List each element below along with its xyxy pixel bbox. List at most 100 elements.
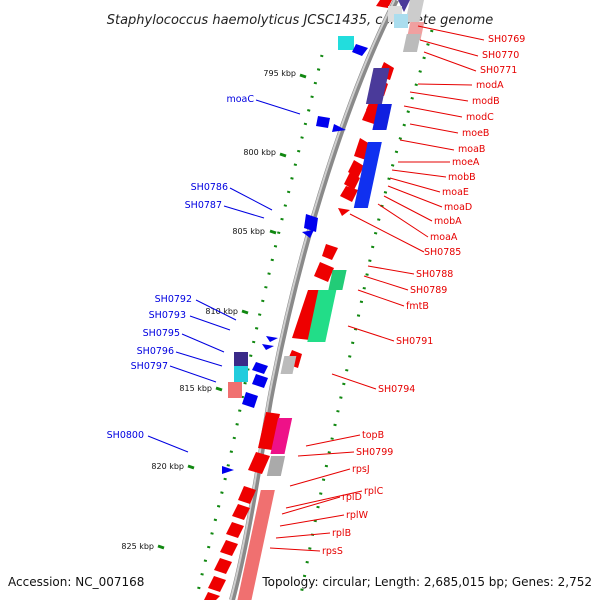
gene-label-sh0771: SH0771 bbox=[480, 65, 517, 76]
gene-label-sh0787: SH0787 bbox=[185, 200, 222, 211]
gene-arrow bbox=[266, 336, 278, 342]
tick-mark bbox=[279, 152, 287, 158]
gene-arrow bbox=[352, 44, 368, 56]
hit-block bbox=[353, 142, 382, 208]
gene-label-sh0785: SH0785 bbox=[424, 247, 461, 258]
gene-arrow bbox=[252, 374, 268, 388]
kbp-scale: 795 kbp 800 kbp 805 kbp 810 kbp 815 kbp … bbox=[121, 69, 307, 551]
gene-label-moea: moeA bbox=[452, 157, 480, 168]
gene-arrow bbox=[214, 558, 232, 574]
tick-label: 815 kbp bbox=[179, 384, 212, 393]
gene-label-sh0799: SH0799 bbox=[356, 447, 393, 458]
hit-block bbox=[266, 456, 286, 476]
gene-arrow bbox=[322, 244, 338, 260]
gene-arrow bbox=[338, 208, 350, 216]
tick-mark bbox=[187, 464, 195, 470]
tick-mark bbox=[241, 309, 249, 315]
hit-block bbox=[328, 270, 347, 290]
gene-label-rpld: rplD bbox=[342, 492, 362, 503]
gene-arrow bbox=[316, 116, 330, 128]
hit-block bbox=[234, 352, 248, 368]
gene-label-modb: modB bbox=[472, 96, 500, 107]
tick-mark bbox=[215, 386, 223, 392]
gene-label-sh0793: SH0793 bbox=[149, 310, 186, 321]
gene-label-moaa: moaA bbox=[430, 232, 458, 243]
gene-arrow bbox=[222, 466, 234, 474]
gene-arrow bbox=[238, 486, 256, 504]
gene-label-moac: moaC bbox=[226, 94, 254, 105]
tick-mark bbox=[157, 544, 165, 550]
reverse-blocks bbox=[228, 352, 248, 398]
gene-label-rplb: rplB bbox=[332, 528, 351, 539]
hit-block bbox=[365, 68, 390, 104]
gene-label-moeb: moeB bbox=[462, 128, 489, 139]
tick-mark bbox=[269, 229, 277, 235]
gene-label-modc: modC bbox=[466, 112, 494, 123]
gene-arrow bbox=[314, 262, 334, 282]
tick-label: 825 kbp bbox=[121, 542, 154, 551]
gene-label-rpss: rpsS bbox=[322, 546, 343, 557]
gene-arrow bbox=[248, 452, 270, 474]
gene-label-sh0794: SH0794 bbox=[378, 384, 415, 395]
gene-block bbox=[394, 14, 408, 28]
hit-block bbox=[228, 382, 242, 398]
hit-block bbox=[402, 34, 421, 52]
gene-label-moba: mobA bbox=[434, 216, 462, 227]
genome-backbone bbox=[229, 0, 399, 600]
gene-arrow bbox=[362, 106, 378, 124]
hit-block bbox=[237, 490, 275, 600]
gene-label-topb: topB bbox=[362, 430, 384, 441]
hit-block bbox=[270, 418, 293, 454]
gene-arrow bbox=[332, 124, 346, 132]
tick-mark bbox=[299, 73, 307, 79]
gene-label-sh0789: SH0789 bbox=[410, 285, 447, 296]
gene-arrow bbox=[252, 362, 268, 374]
hit-block bbox=[280, 356, 297, 374]
gene-arrow bbox=[398, 0, 410, 12]
gene-label-sh0800: SH0800 bbox=[107, 430, 144, 441]
gene-label-sh0786: SH0786 bbox=[191, 182, 228, 193]
gene-arrow bbox=[304, 214, 318, 232]
accession-text: Accession: NC_007168 bbox=[8, 575, 144, 589]
hit-block bbox=[307, 290, 337, 342]
left-gene-label-text: moaC SH0786 SH0787 SH0792 SH0793 SH0795 … bbox=[107, 94, 255, 441]
gene-arrow bbox=[208, 576, 226, 592]
right-gene-labels bbox=[269, 25, 485, 552]
gene-label-sh0796: SH0796 bbox=[137, 346, 174, 357]
gene-label-fmtb: fmtB bbox=[406, 301, 429, 312]
gene-label-mobb: mobB bbox=[448, 172, 476, 183]
gene-label-moda: modA bbox=[476, 80, 504, 91]
gene-label-sh0792: SH0792 bbox=[155, 294, 192, 305]
gene-label-moab: moaB bbox=[458, 144, 485, 155]
gene-arrow bbox=[258, 412, 280, 450]
gene-label-moad: moaD bbox=[444, 202, 472, 213]
tick-label: 800 kbp bbox=[243, 148, 276, 157]
gene-arrow bbox=[220, 540, 238, 556]
gene-arrow bbox=[204, 592, 220, 600]
gene-label-rplw: rplW bbox=[346, 510, 369, 521]
gene-arrow bbox=[302, 230, 314, 238]
reverse-strand-genes bbox=[222, 116, 346, 474]
gene-block bbox=[338, 36, 354, 50]
right-gene-label-text: SH0769 SH0770 SH0771 modA modB modC moeB… bbox=[322, 34, 525, 557]
gene-arrow bbox=[226, 522, 244, 538]
gene-label-rpsj: rpsJ bbox=[352, 464, 370, 475]
gene-label-sh0795: SH0795 bbox=[143, 328, 180, 339]
gene-label-sh0788: SH0788 bbox=[416, 269, 453, 280]
gene-label-moae: moaE bbox=[442, 187, 469, 198]
hit-block bbox=[405, 0, 424, 22]
gc-dot-track bbox=[194, 29, 434, 600]
gene-label-sh0770: SH0770 bbox=[482, 50, 519, 61]
gene-arrow bbox=[340, 186, 358, 202]
gene-label-sh0797: SH0797 bbox=[131, 361, 168, 372]
top-genes bbox=[338, 0, 410, 56]
gene-arrow bbox=[242, 392, 258, 408]
gene-arrow bbox=[262, 344, 274, 350]
gene-arrow bbox=[344, 172, 360, 190]
tick-label: 820 kbp bbox=[151, 462, 184, 471]
hit-block bbox=[234, 366, 248, 382]
gene-label-rplc: rplC bbox=[364, 486, 384, 497]
gene-arrow bbox=[232, 504, 250, 520]
topology-text: Topology: circular; Length: 2,685,015 bp… bbox=[261, 575, 592, 589]
